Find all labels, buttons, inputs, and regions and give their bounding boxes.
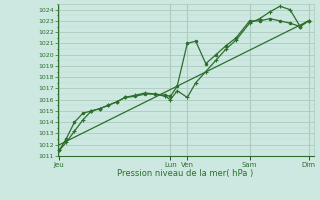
X-axis label: Pression niveau de la mer( hPa ): Pression niveau de la mer( hPa ) xyxy=(117,169,254,178)
